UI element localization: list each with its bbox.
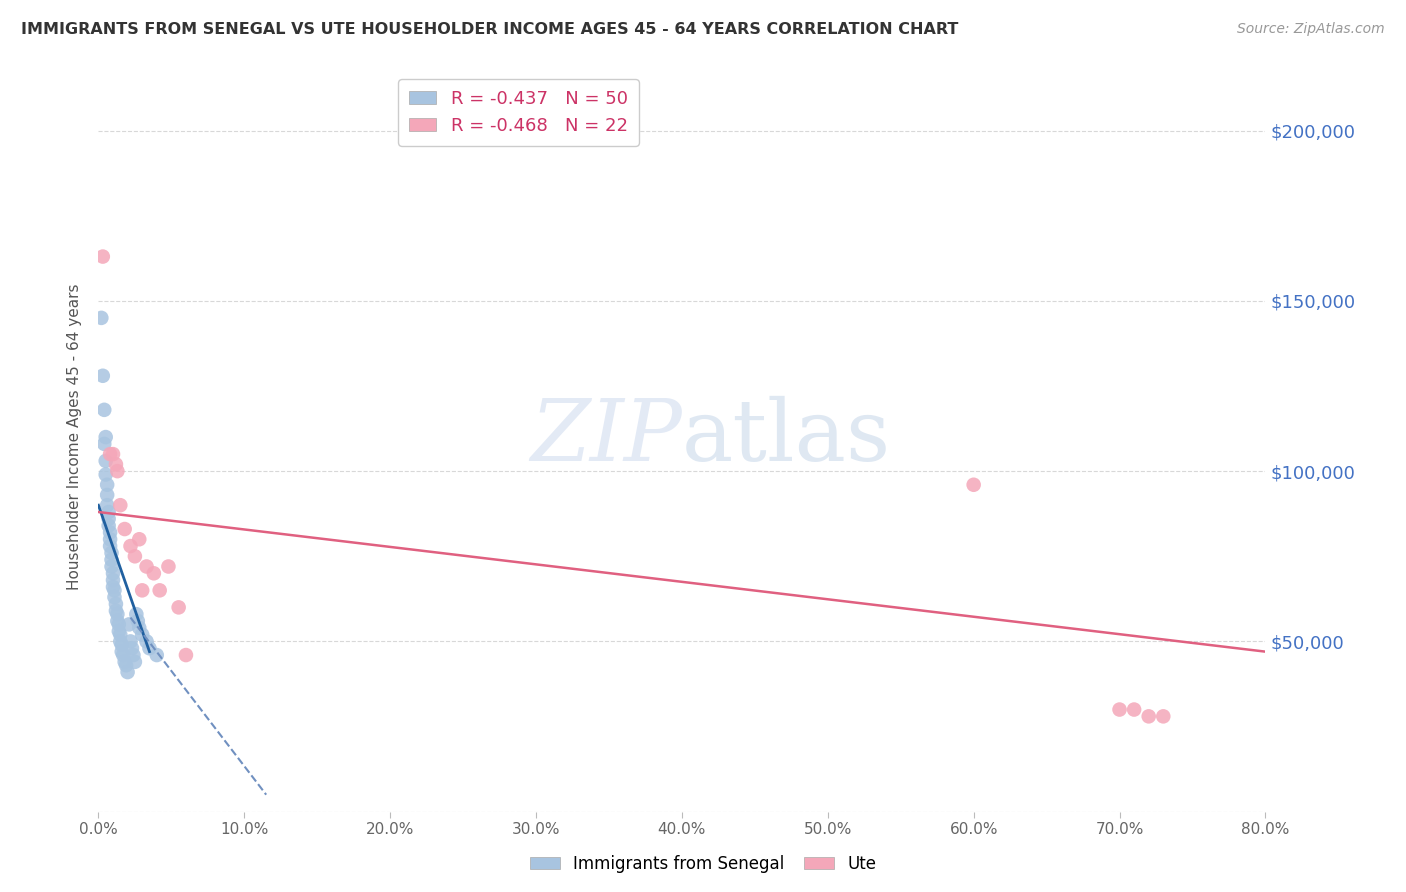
Point	[91, 250, 114, 264]
Legend: R = -0.437   N = 50, R = -0.468   N = 22: R = -0.437 N = 50, R = -0.468 N = 22	[398, 79, 638, 145]
Point	[120, 634, 142, 648]
Point	[104, 597, 127, 611]
Point	[125, 607, 148, 622]
Point	[105, 464, 128, 478]
Point	[131, 627, 153, 641]
Text: IMMIGRANTS FROM SENEGAL VS UTE HOUSEHOLDER INCOME AGES 45 - 64 YEARS CORRELATION: IMMIGRANTS FROM SENEGAL VS UTE HOUSEHOLD…	[21, 22, 959, 37]
Point	[93, 437, 115, 451]
Point	[110, 634, 132, 648]
Point	[962, 477, 984, 491]
Point	[128, 533, 150, 547]
Point	[121, 641, 143, 656]
Point	[108, 624, 131, 639]
Point	[122, 648, 145, 662]
Point	[112, 648, 135, 662]
Point	[118, 617, 141, 632]
Point	[103, 590, 125, 604]
Point	[138, 641, 160, 656]
Point	[97, 512, 120, 526]
Point	[142, 566, 165, 581]
Point	[103, 583, 125, 598]
Point	[108, 617, 131, 632]
Point	[127, 614, 149, 628]
Text: ZIP: ZIP	[530, 396, 682, 478]
Point	[114, 655, 136, 669]
Point	[120, 539, 142, 553]
Point	[101, 580, 124, 594]
Point	[94, 467, 117, 482]
Point	[105, 614, 128, 628]
Text: atlas: atlas	[682, 395, 891, 479]
Point	[98, 539, 121, 553]
Point	[98, 533, 121, 547]
Point	[91, 368, 114, 383]
Point	[167, 600, 190, 615]
Point	[93, 402, 115, 417]
Point	[100, 559, 122, 574]
Y-axis label: Householder Income Ages 45 - 64 years: Householder Income Ages 45 - 64 years	[67, 284, 83, 591]
Point	[100, 546, 122, 560]
Legend: Immigrants from Senegal, Ute: Immigrants from Senegal, Ute	[523, 848, 883, 880]
Point	[124, 655, 146, 669]
Text: Source: ZipAtlas.com: Source: ZipAtlas.com	[1237, 22, 1385, 37]
Point	[98, 525, 121, 540]
Point	[101, 566, 124, 581]
Point	[1137, 709, 1160, 723]
Point	[96, 498, 118, 512]
Point	[96, 477, 118, 491]
Point	[117, 665, 139, 679]
Point	[100, 552, 122, 566]
Point	[111, 638, 134, 652]
Point	[105, 607, 128, 622]
Point	[131, 583, 153, 598]
Point	[149, 583, 172, 598]
Point	[115, 658, 138, 673]
Point	[104, 458, 127, 472]
Point	[124, 549, 146, 564]
Point	[96, 488, 118, 502]
Point	[135, 559, 157, 574]
Point	[110, 627, 132, 641]
Point	[97, 505, 120, 519]
Point	[111, 645, 134, 659]
Point	[97, 518, 120, 533]
Point	[135, 634, 157, 648]
Point	[94, 430, 117, 444]
Point	[157, 559, 180, 574]
Point	[90, 310, 112, 325]
Point	[174, 648, 197, 662]
Point	[1123, 702, 1146, 716]
Point	[98, 447, 121, 461]
Point	[128, 621, 150, 635]
Point	[104, 604, 127, 618]
Point	[1152, 709, 1174, 723]
Point	[1108, 702, 1130, 716]
Point	[110, 498, 132, 512]
Point	[101, 573, 124, 587]
Point	[101, 447, 124, 461]
Point	[94, 454, 117, 468]
Point	[114, 522, 136, 536]
Point	[146, 648, 169, 662]
